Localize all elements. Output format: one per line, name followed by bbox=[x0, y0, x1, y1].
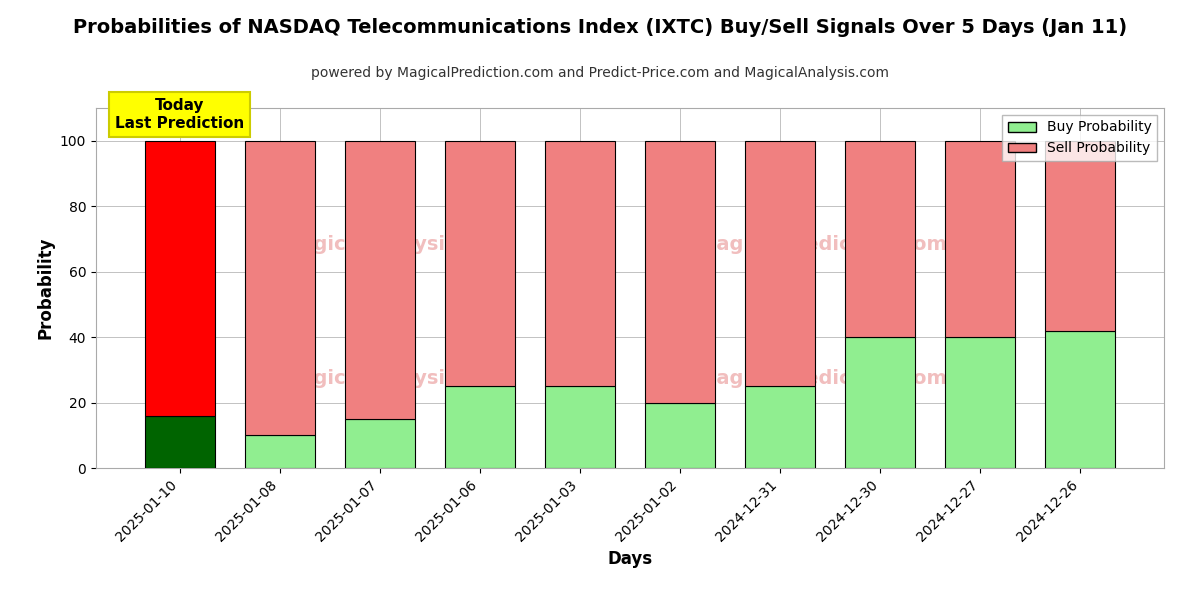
Text: MagicalPrediction.com: MagicalPrediction.com bbox=[697, 235, 947, 254]
Bar bbox=[245, 435, 314, 468]
Bar bbox=[245, 141, 314, 435]
Bar bbox=[545, 386, 614, 468]
Bar bbox=[745, 386, 815, 468]
Text: MagicalAnalysis.com: MagicalAnalysis.com bbox=[281, 235, 509, 254]
Bar bbox=[646, 403, 715, 468]
Bar bbox=[1045, 331, 1116, 468]
Text: MagicalAnalysis.com: MagicalAnalysis.com bbox=[281, 368, 509, 388]
Y-axis label: Probability: Probability bbox=[36, 237, 54, 339]
Bar bbox=[946, 337, 1015, 468]
Bar bbox=[144, 141, 215, 416]
Text: Probabilities of NASDAQ Telecommunications Index (IXTC) Buy/Sell Signals Over 5 : Probabilities of NASDAQ Telecommunicatio… bbox=[73, 18, 1127, 37]
Bar bbox=[646, 141, 715, 403]
Text: Today
Last Prediction: Today Last Prediction bbox=[115, 98, 245, 131]
Bar bbox=[1045, 141, 1116, 331]
Legend: Buy Probability, Sell Probability: Buy Probability, Sell Probability bbox=[1002, 115, 1157, 161]
Bar bbox=[344, 419, 415, 468]
Text: powered by MagicalPrediction.com and Predict-Price.com and MagicalAnalysis.com: powered by MagicalPrediction.com and Pre… bbox=[311, 66, 889, 80]
Bar bbox=[845, 141, 916, 337]
Bar bbox=[845, 337, 916, 468]
Text: MagicalPrediction.com: MagicalPrediction.com bbox=[697, 368, 947, 388]
X-axis label: Days: Days bbox=[607, 550, 653, 568]
Bar bbox=[745, 141, 815, 386]
Bar bbox=[144, 416, 215, 468]
Bar bbox=[946, 141, 1015, 337]
Bar bbox=[445, 386, 515, 468]
Bar bbox=[344, 141, 415, 419]
Bar bbox=[445, 141, 515, 386]
Bar bbox=[545, 141, 614, 386]
